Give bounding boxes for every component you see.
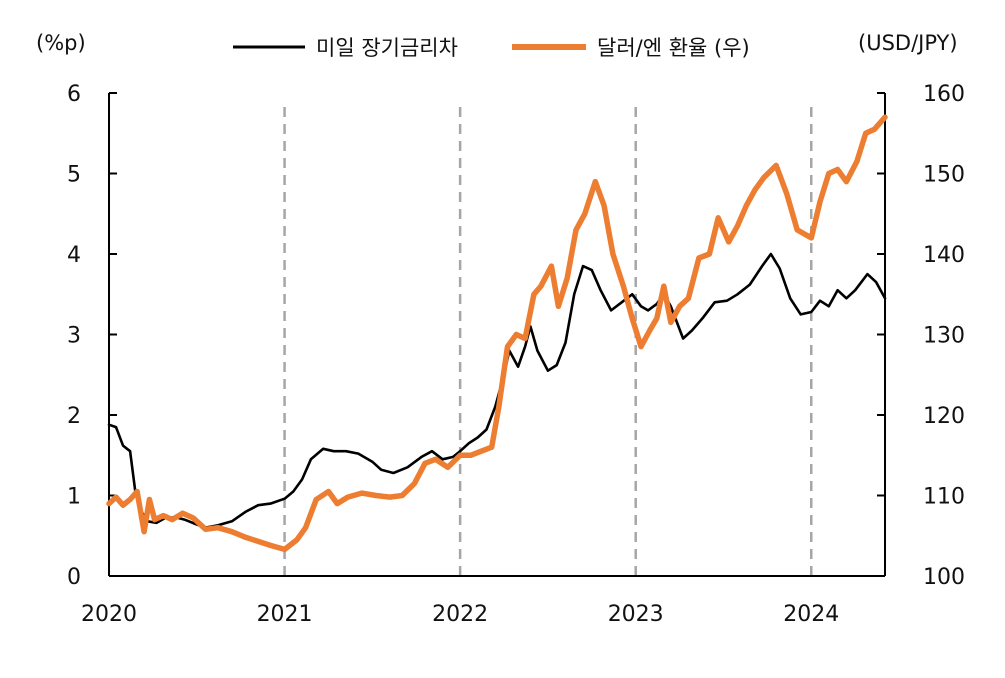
x-axis-ticks: 2020 2021 2022 2023 2024 [81, 602, 839, 627]
right-tick-label: 150 [923, 163, 965, 188]
series-line-usdjpy [106, 114, 888, 553]
right-tick-label: 140 [923, 243, 965, 268]
right-tick-label: 130 [923, 324, 965, 349]
right-tick-label: 100 [923, 565, 965, 590]
left-axis-unit-label: (%p) [36, 31, 86, 55]
x-tick-label: 2023 [608, 602, 664, 627]
legend-label-usdjpy: 달러/엔 환율 (우) [597, 36, 750, 60]
legend: 미일 장기금리차 달러/엔 환율 (우) [233, 36, 750, 60]
x-tick-label: 2020 [81, 602, 137, 627]
right-axis-ticks: 100 110 120 130 140 150 160 [877, 82, 965, 590]
right-axis-unit-label: (USD/JPY) [858, 31, 958, 55]
year-gridlines [283, 107, 813, 576]
right-tick-label: 160 [923, 82, 965, 107]
x-tick-label: 2021 [257, 602, 313, 627]
left-tick-label: 0 [67, 565, 81, 590]
x-tick-label: 2022 [432, 602, 488, 627]
right-tick-label: 110 [923, 485, 965, 510]
left-tick-label: 6 [67, 82, 81, 107]
series-layer [106, 114, 888, 553]
series-line-spread [107, 252, 887, 529]
left-tick-label: 1 [67, 485, 81, 510]
left-tick-label: 5 [67, 163, 81, 188]
left-tick-label: 2 [67, 404, 81, 429]
right-tick-label: 120 [923, 404, 965, 429]
left-axis-ticks: 0 1 2 3 4 5 6 [67, 82, 117, 590]
left-tick-label: 4 [67, 243, 81, 268]
x-tick-label: 2024 [783, 602, 839, 627]
left-tick-label: 3 [67, 324, 81, 349]
legend-label-spread: 미일 장기금리차 [316, 36, 458, 60]
axes [108, 93, 886, 577]
